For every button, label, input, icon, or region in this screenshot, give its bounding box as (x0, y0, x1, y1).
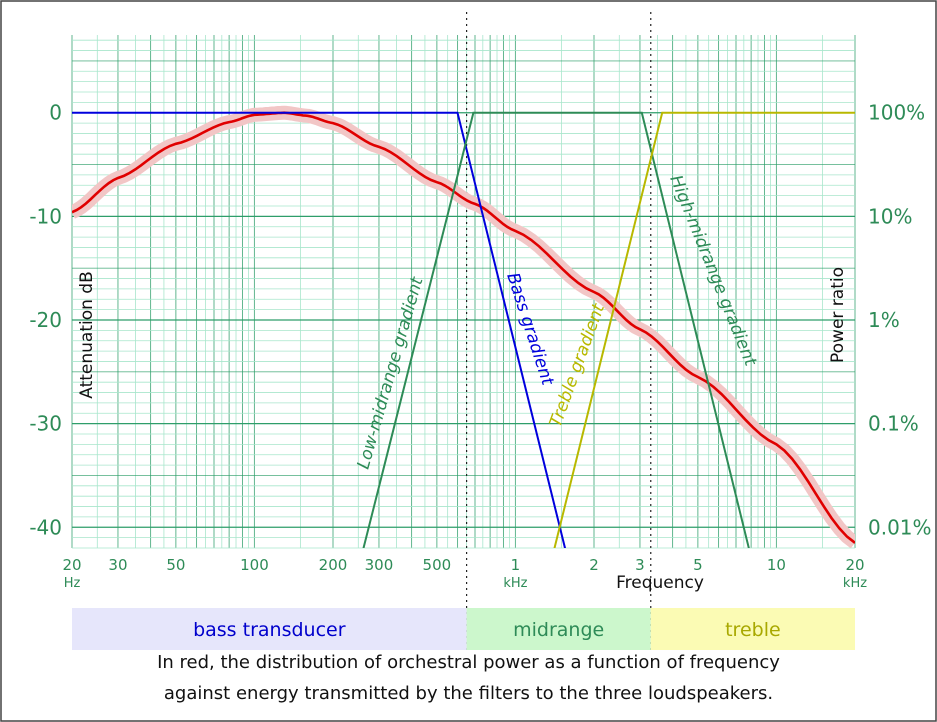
x-tick-label: 2 (589, 556, 599, 574)
y2-tick-label: 10% (868, 204, 912, 228)
band-label-2: treble (725, 619, 781, 641)
series (72, 105, 855, 548)
caption-line-2: against energy transmitted by the filter… (163, 683, 774, 704)
band-label-0: bass transducer (193, 619, 346, 641)
x-tick-label: 100 (240, 556, 269, 574)
x-tick-label: 20 (845, 556, 864, 574)
y-tick-label: -20 (29, 308, 62, 332)
caption-line-1: In red, the distribution of orchestral p… (157, 652, 780, 673)
x-tick-label: 30 (108, 556, 127, 574)
y2-tick-label: 0.01% (868, 515, 932, 539)
band-label-1: midrange (513, 619, 604, 641)
x-tick-unit: kHz (503, 576, 527, 591)
y-tick-label: -30 (29, 412, 62, 436)
y2-axis-title: Power ratio (828, 267, 848, 363)
x-tick-label: 300 (365, 556, 394, 574)
band-2 (650, 608, 855, 650)
y-tick-label: -10 (29, 204, 62, 228)
y-tick-label: -40 (29, 515, 62, 539)
band-0 (72, 608, 467, 650)
frequency-bands: bass transducer midrange treble (72, 608, 855, 650)
y-axis-title: Attenuation dB (77, 271, 97, 399)
x-tick-label: 1 (511, 556, 521, 574)
x-tick-label: 3 (635, 556, 645, 574)
x-tick-label: 10 (767, 556, 786, 574)
series-line-2 (362, 111, 750, 548)
y2-tick-label: 1% (868, 308, 900, 332)
series-line-1 (72, 111, 567, 548)
band-1 (466, 608, 651, 650)
x-axis-title: Frequency (616, 573, 704, 593)
x-tick-unit: Hz (64, 576, 81, 591)
y2-tick-label: 100% (868, 101, 925, 125)
y2-tick-label: 0.1% (868, 412, 919, 436)
x-tick-unit: kHz (843, 576, 867, 591)
x-tick-label: 20 (62, 556, 81, 574)
x-tick-label: 50 (166, 556, 185, 574)
x-tick-label: 500 (423, 556, 452, 574)
y-tick-label: 0 (49, 101, 62, 125)
series-line-4 (553, 111, 855, 548)
x-tick-label: 5 (693, 556, 703, 574)
x-tick-label: 200 (319, 556, 348, 574)
orchestral-power-curve (72, 111, 855, 544)
